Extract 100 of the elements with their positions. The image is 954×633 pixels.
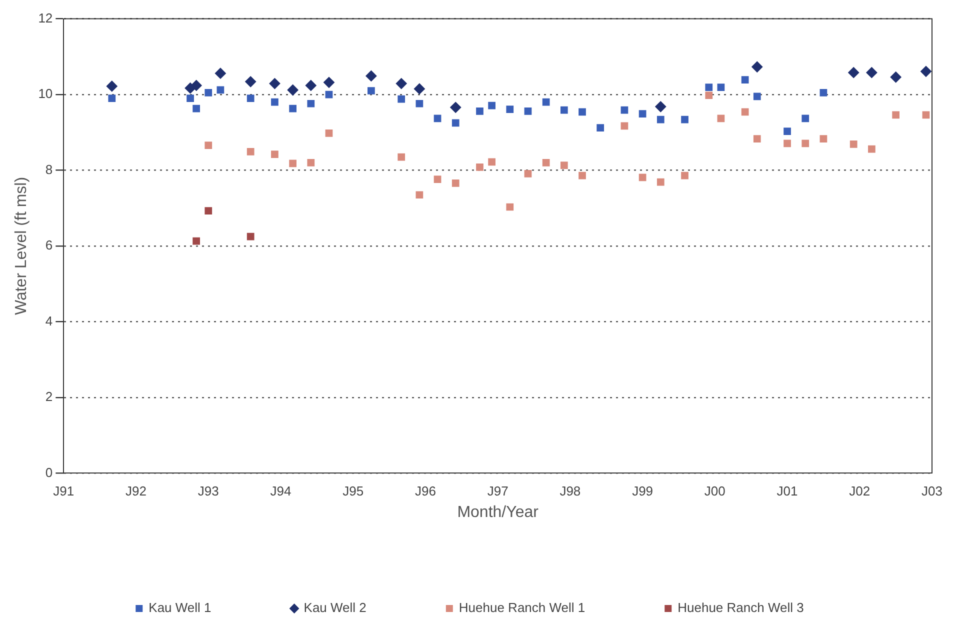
point xyxy=(488,102,496,110)
point xyxy=(287,84,298,96)
point xyxy=(452,179,460,187)
point xyxy=(753,135,761,143)
point xyxy=(848,67,860,78)
point xyxy=(717,84,725,92)
y-tick-label: 8 xyxy=(45,162,53,177)
legend-label: Huehue Ranch Well 3 xyxy=(678,600,804,616)
point xyxy=(325,90,333,98)
point xyxy=(820,135,828,143)
point xyxy=(820,88,828,96)
point xyxy=(656,116,664,124)
point xyxy=(920,66,932,77)
point xyxy=(434,176,442,184)
x-tick-label: J97 xyxy=(487,484,508,499)
x-tick-label: J98 xyxy=(560,484,581,499)
point xyxy=(524,170,532,178)
point xyxy=(784,140,791,148)
x-tick-label: J03 xyxy=(922,484,942,499)
point xyxy=(307,100,315,108)
point xyxy=(246,94,254,102)
point xyxy=(271,98,278,106)
legend-label: Huehue Ranch Well 1 xyxy=(458,600,586,616)
point xyxy=(656,178,664,186)
x-axis-title: Month/Year xyxy=(457,504,540,521)
point xyxy=(578,108,586,116)
point xyxy=(638,174,646,182)
point xyxy=(542,98,550,106)
y-tick-label: 4 xyxy=(45,313,53,328)
point xyxy=(192,104,200,112)
point xyxy=(655,101,666,112)
point xyxy=(269,78,280,90)
point xyxy=(476,108,484,115)
x-tick-label: J92 xyxy=(126,484,147,499)
y-tick-label: 2 xyxy=(45,389,53,404)
point xyxy=(204,142,212,149)
point xyxy=(705,92,713,99)
point xyxy=(542,159,550,166)
point xyxy=(890,72,902,83)
point xyxy=(450,102,462,113)
x-tick-label: J01 xyxy=(776,484,798,499)
x-tick-label: J96 xyxy=(414,484,436,499)
point xyxy=(414,83,425,94)
point xyxy=(741,108,749,116)
point xyxy=(368,87,375,94)
point xyxy=(784,128,791,135)
x-tick-label: J91 xyxy=(53,484,74,499)
point xyxy=(705,84,713,92)
point xyxy=(186,94,194,102)
point xyxy=(524,108,532,115)
point xyxy=(396,78,407,90)
x-tick-label: J00 xyxy=(704,484,726,499)
y-tick-label: 0 xyxy=(45,464,53,480)
point xyxy=(596,124,604,132)
point xyxy=(106,80,118,92)
point xyxy=(416,100,424,108)
point xyxy=(638,110,646,118)
point xyxy=(214,68,226,79)
point xyxy=(289,104,296,112)
x-tick-label: J99 xyxy=(632,484,654,499)
point xyxy=(398,153,406,161)
x-tick-label: J93 xyxy=(198,484,219,499)
point xyxy=(190,80,202,91)
point xyxy=(476,164,484,171)
x-tick-label: J94 xyxy=(270,484,292,499)
y-tick-label: 6 xyxy=(45,238,53,253)
point xyxy=(802,140,810,148)
point xyxy=(323,76,334,88)
point xyxy=(717,114,725,122)
point xyxy=(802,114,810,122)
point xyxy=(488,158,496,166)
point xyxy=(325,129,333,137)
y-axis-title: Water Level (ft msl) xyxy=(13,176,30,316)
y-tick-label: 10 xyxy=(38,86,53,102)
point xyxy=(204,88,212,96)
point xyxy=(506,203,514,211)
point xyxy=(850,140,858,148)
point xyxy=(245,76,256,88)
point xyxy=(366,70,377,82)
point xyxy=(204,207,212,214)
point xyxy=(246,232,254,240)
point xyxy=(741,76,749,84)
y-tick-label: 12 xyxy=(38,10,53,26)
point xyxy=(681,172,688,180)
point xyxy=(620,122,628,130)
point xyxy=(246,148,254,156)
point xyxy=(681,116,688,124)
point xyxy=(305,80,316,91)
point xyxy=(192,237,200,245)
point xyxy=(506,106,514,113)
point xyxy=(866,67,878,78)
point xyxy=(922,111,930,119)
point xyxy=(398,95,406,103)
point xyxy=(452,119,460,127)
legend-label: Kau Well 1 xyxy=(148,600,212,616)
point xyxy=(108,94,116,102)
point xyxy=(216,86,224,94)
x-tick-label: J02 xyxy=(849,484,870,499)
point xyxy=(289,160,296,168)
point xyxy=(416,191,424,199)
